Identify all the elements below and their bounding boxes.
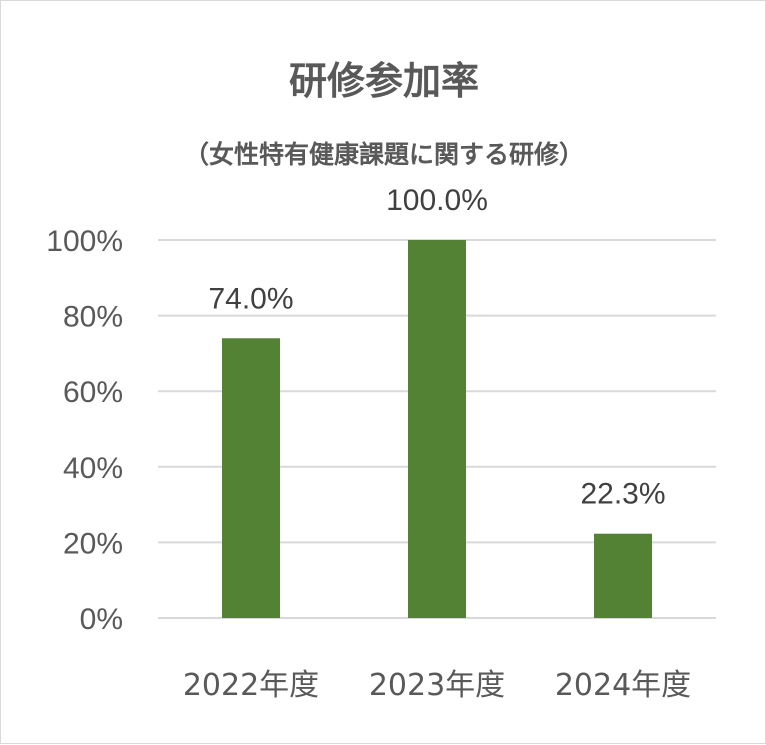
x-category-label: 2024年度 bbox=[555, 668, 691, 703]
data-label: 22.3% bbox=[580, 478, 665, 511]
y-tick-label: 60% bbox=[63, 376, 123, 409]
y-tick-label: 100% bbox=[46, 225, 123, 258]
data-label: 74.0% bbox=[208, 282, 293, 315]
x-category-label: 2022年度 bbox=[183, 668, 319, 703]
chart-subtitle: （女性特有健康課題に関する研修） bbox=[184, 140, 584, 169]
y-tick-label: 0% bbox=[80, 603, 123, 636]
bar bbox=[594, 533, 652, 618]
x-axis-categories: 2022年度 2023年度 2024年度 bbox=[183, 668, 691, 703]
y-tick-label: 80% bbox=[63, 301, 123, 334]
data-labels: 74.0% 100.0% 22.3% bbox=[208, 184, 665, 511]
bar bbox=[222, 338, 280, 618]
x-category-label: 2023年度 bbox=[369, 668, 505, 703]
chart-title: 研修参加率 bbox=[289, 59, 479, 103]
bar bbox=[408, 240, 466, 618]
y-tick-label: 20% bbox=[63, 527, 123, 560]
bars bbox=[222, 240, 652, 618]
y-tick-label: 40% bbox=[63, 452, 123, 485]
y-axis-ticks: 0% 20% 40% 60% 80% 100% bbox=[46, 225, 123, 636]
data-label: 100.0% bbox=[386, 184, 488, 217]
